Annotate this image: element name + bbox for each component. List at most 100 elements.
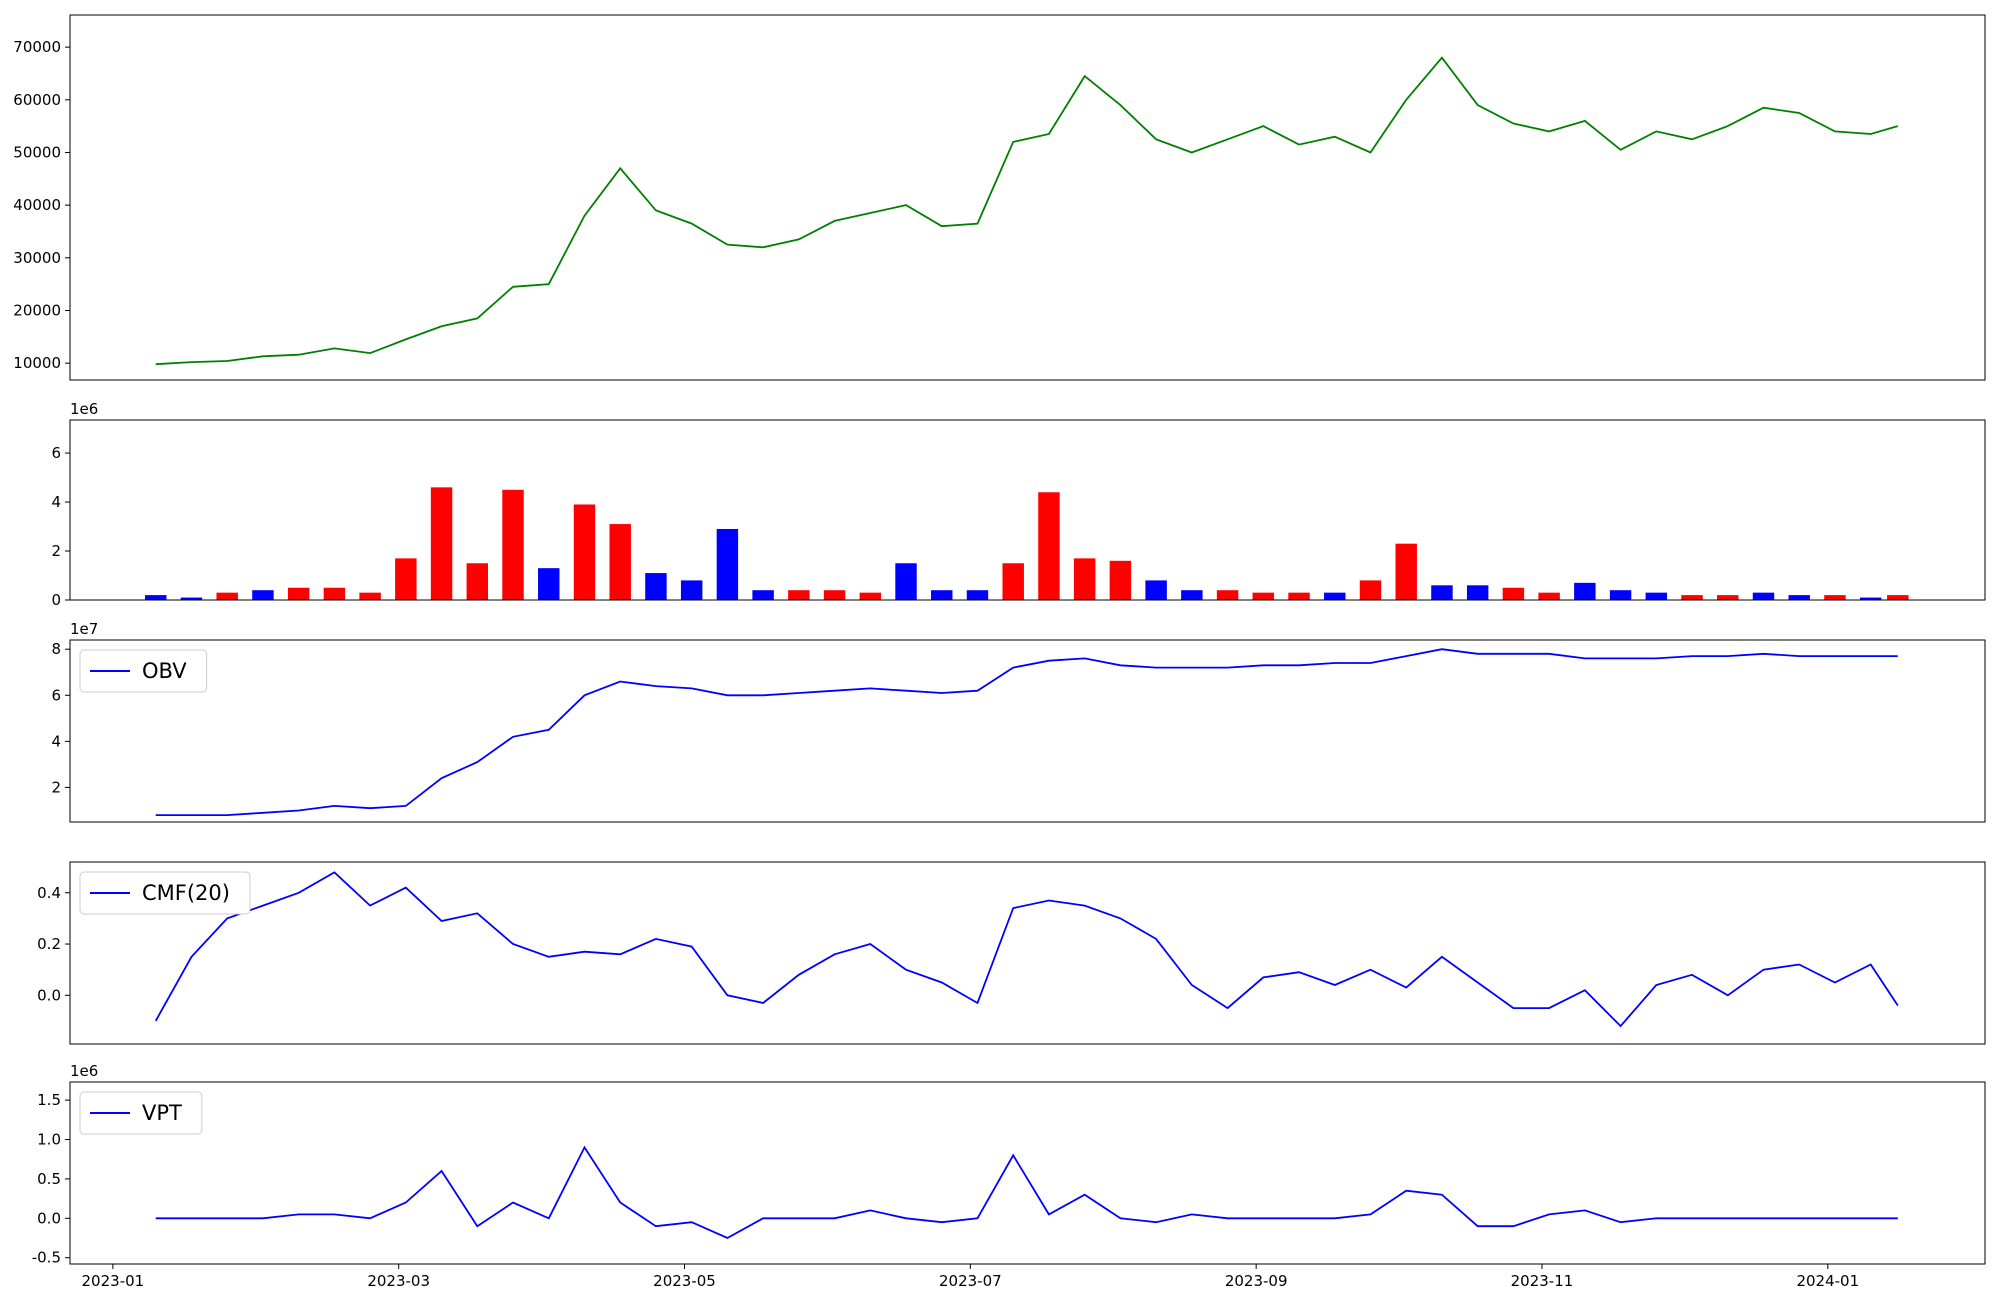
panel: 0 2 4 6 1e6: [51, 400, 1986, 609]
y-tick-label: -0.5: [32, 1249, 61, 1267]
panel: 2 4 6 8 1e7 OBV: [51, 620, 1986, 823]
volume-bar: [359, 592, 381, 600]
volume-bar: [859, 592, 882, 600]
volume-bar: [287, 587, 310, 600]
legend-box: [79, 871, 251, 915]
volume-bar: [1002, 563, 1024, 600]
y-tick-label: 20000: [13, 301, 61, 319]
y-tick-label: 6: [51, 686, 61, 704]
y-tick-label: 6: [51, 444, 61, 462]
y-tick-label: 0.4: [37, 884, 61, 902]
volume-bar: [1538, 592, 1560, 600]
volume-bar: [1216, 590, 1239, 600]
legend-box: [79, 649, 208, 693]
volume-bar: [1645, 592, 1668, 600]
axes-frame: [69, 639, 1986, 823]
volume-bar: [1574, 582, 1596, 600]
volume-bar: [1502, 587, 1525, 600]
legend-label: OBV: [142, 659, 187, 683]
y-tick-label: 2: [51, 778, 61, 796]
legend: OBV: [79, 649, 208, 693]
x-tick-label: 2023-09: [1225, 1272, 1288, 1290]
series-line: [155, 648, 1898, 816]
volume-bar: [430, 487, 453, 600]
volume-bar: [1324, 592, 1346, 600]
y-tick-label: 60000: [13, 91, 61, 109]
y-offset-label: 1e6: [70, 400, 98, 418]
volume-bar: [1038, 492, 1060, 600]
volume-bar: [1752, 592, 1775, 600]
series-line: [154, 871, 1899, 1028]
y-tick-label: 1.0: [37, 1131, 61, 1149]
axes-frame: [69, 419, 1986, 601]
y-tick-label: 70000: [13, 38, 61, 56]
volume-bar: [752, 590, 774, 600]
volume-bar: [216, 592, 238, 600]
y-tick-label: 0: [51, 591, 61, 609]
price-line: [155, 56, 1899, 366]
volume-bar: [573, 504, 596, 600]
y-offset-label: 1e6: [70, 1062, 98, 1080]
volume-bar: [1466, 585, 1489, 600]
panel: 10000 20000 30000 40000 50000 60000 70000: [13, 14, 1986, 381]
y-tick-label: 0.2: [37, 935, 61, 953]
volume-bar: [1609, 590, 1632, 600]
y-tick-label: 4: [51, 493, 61, 511]
axes-frame: [69, 14, 1986, 381]
volume-bar: [1288, 592, 1310, 600]
volume-bar: [966, 590, 989, 600]
legend-box: [79, 1091, 203, 1135]
y-tick-label: 0.5: [37, 1170, 61, 1188]
legend-label: CMF(20): [142, 881, 230, 905]
volume-bar: [1431, 585, 1453, 600]
y-tick-label: 2: [51, 542, 61, 560]
x-tick-label: 2023-01: [82, 1272, 145, 1290]
volume-bar: [788, 590, 810, 600]
y-tick-label: 4: [51, 732, 61, 750]
volume-bar: [252, 590, 274, 600]
volume-bar: [716, 528, 739, 600]
y-tick-label: 0.0: [37, 1209, 61, 1227]
x-tick-label: 2023-07: [939, 1272, 1002, 1290]
y-offset-label: 1e7: [70, 620, 98, 638]
x-tick-label: 2023-05: [653, 1272, 716, 1290]
volume-bar: [502, 489, 524, 600]
y-tick-label: 40000: [13, 196, 61, 214]
panel: 0.0 0.2 0.4 CMF(20): [37, 861, 1986, 1045]
volume-bar: [1681, 595, 1703, 600]
legend: VPT: [79, 1091, 203, 1135]
volume-bar: [395, 558, 417, 600]
volume-bar: [1788, 595, 1810, 600]
volume-bar: [645, 573, 667, 600]
volume-bar: [1109, 560, 1132, 600]
volume-bar: [1717, 595, 1739, 600]
volume-bar: [466, 563, 489, 600]
volume-bar: [1252, 592, 1275, 600]
y-tick-label: 30000: [13, 249, 61, 267]
volume-bar: [1145, 580, 1167, 600]
volume-bar: [1859, 597, 1882, 600]
volume-bar: [538, 568, 560, 600]
volume-bar: [1395, 543, 1417, 600]
y-tick-label: 8: [51, 640, 61, 658]
legend-label: VPT: [142, 1101, 182, 1125]
x-tick-label: 2023-03: [367, 1272, 430, 1290]
volume-bar: [1824, 595, 1846, 600]
y-tick-label: 0.0: [37, 986, 61, 1004]
volume-bar: [145, 595, 167, 600]
panel: -0.5 0.0 0.5 1.0 1.5 1e6 2023-01 2023-03 2023-05…: [32, 1062, 1986, 1290]
volume-bar: [1073, 558, 1096, 600]
volume-bar: [609, 524, 631, 600]
axes-frame: [69, 861, 1986, 1045]
y-tick-label: 10000: [13, 354, 61, 372]
volume-bar: [931, 590, 953, 600]
y-tick-label: 50000: [13, 143, 61, 161]
x-tick-label: 2023-11: [1511, 1272, 1574, 1290]
volume-bar: [1181, 590, 1203, 600]
series-line: [155, 1145, 1898, 1240]
axes-frame: [69, 1081, 1986, 1265]
y-tick-label: 1.5: [37, 1091, 61, 1109]
volume-bar: [180, 597, 203, 600]
volume-bar: [895, 563, 917, 600]
